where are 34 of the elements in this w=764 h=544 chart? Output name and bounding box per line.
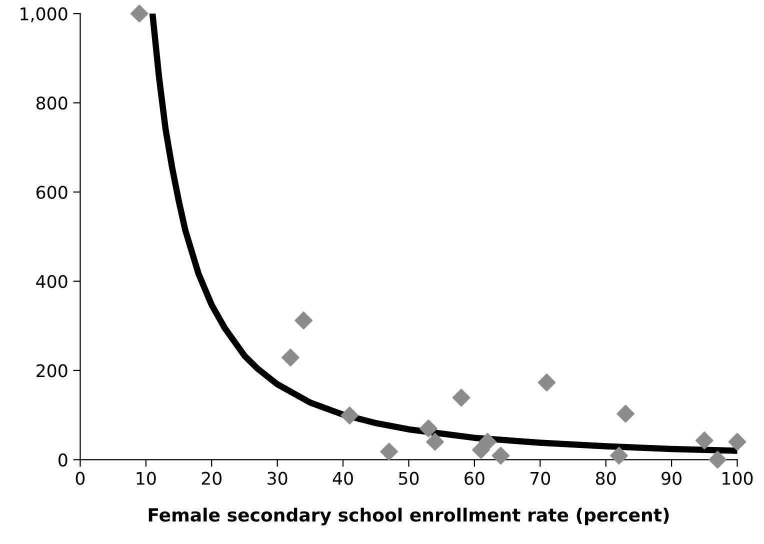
x-tick-label: 50: [399, 472, 419, 485]
y-tick-label: 0: [58, 453, 68, 467]
x-tick-label: 10: [136, 472, 156, 485]
point: [452, 388, 470, 407]
point: [478, 432, 496, 451]
point: [538, 374, 556, 392]
x-tick-label: 40: [332, 472, 353, 485]
x-tick-label: 100: [722, 472, 753, 485]
x-tick-label: 30: [268, 472, 288, 485]
point: [616, 404, 634, 423]
point: [380, 442, 398, 461]
point: [708, 450, 726, 469]
point: [420, 420, 438, 438]
point: [294, 312, 313, 330]
x-tick-label: 80: [596, 472, 616, 485]
x-tick-label: 70: [530, 472, 550, 485]
point: [695, 432, 714, 450]
y-tick-label: 800: [36, 96, 68, 110]
point: [282, 348, 300, 366]
y-tick-label: 600: [36, 186, 68, 199]
x-tick-label: 60: [464, 472, 484, 485]
x-axis-title: Female secondary school enrollment rate (percent): [148, 508, 669, 526]
point: [130, 4, 148, 23]
point: [728, 432, 746, 451]
x-tick-label: 0: [76, 472, 85, 485]
point: [492, 446, 510, 465]
y-tick-label: 1,000: [20, 7, 68, 22]
y-tick-label: 400: [36, 274, 68, 288]
point: [426, 432, 444, 451]
x-tick-label: 90: [662, 472, 682, 485]
point: [610, 446, 628, 465]
y-tick-label: 200: [36, 364, 68, 378]
x-tick-label: 20: [202, 472, 222, 485]
point: [340, 406, 359, 424]
